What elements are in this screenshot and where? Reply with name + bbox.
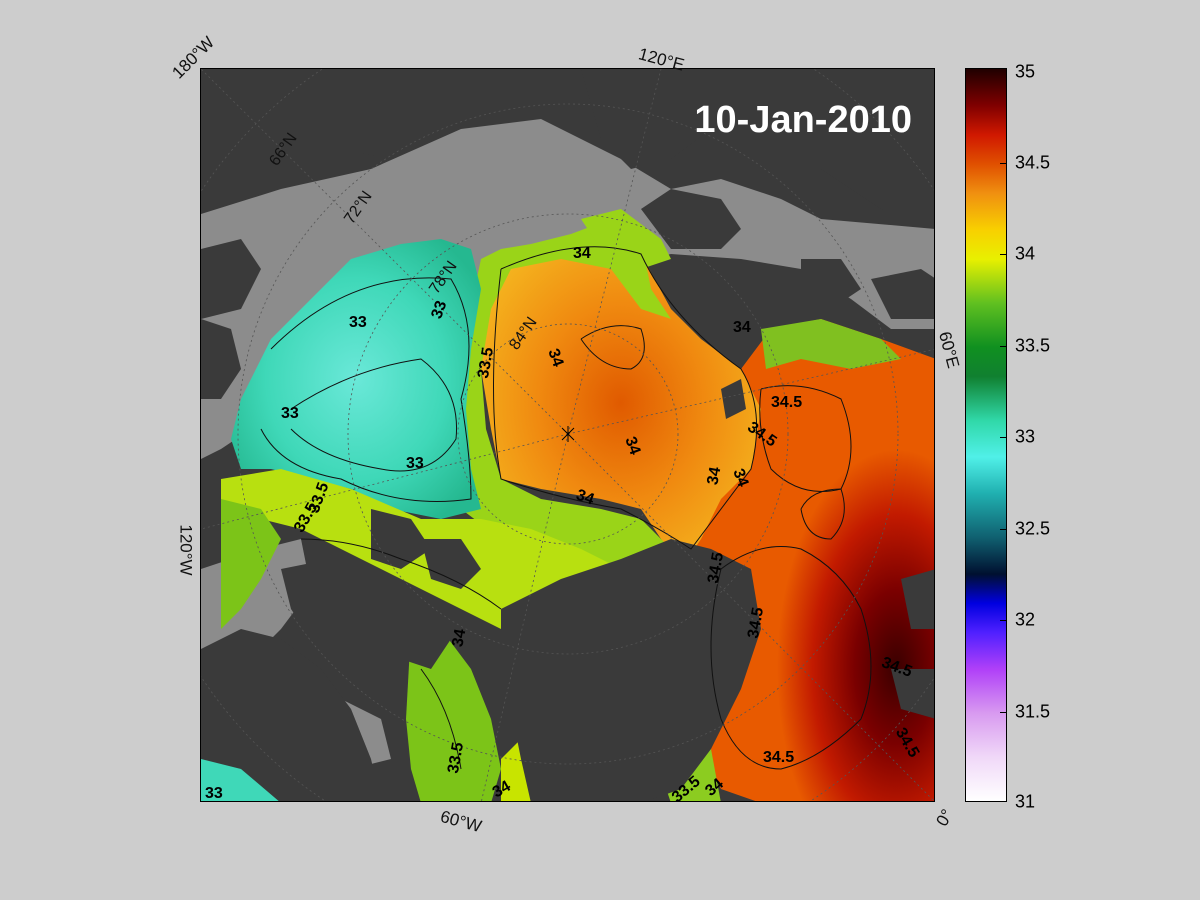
colorbar-tick-label: 35 — [1015, 61, 1036, 82]
contour-lines — [260, 246, 872, 770]
salinity-map: 10-Jan-2010 66°N 72°N 78°N 84°N 34 34 33… — [200, 68, 935, 802]
colorbar — [965, 68, 1007, 802]
contour-label: 33 — [281, 405, 299, 422]
contour-label: 33 — [406, 455, 424, 472]
contour-label: 34 — [733, 319, 751, 336]
colorbar-tick-mark — [1000, 712, 1006, 713]
longitude-label-0: 0° — [932, 805, 957, 830]
contour-label: 34 — [449, 627, 470, 649]
contour-label: 34 — [704, 465, 725, 487]
colorbar-tick-label: 31.5 — [1015, 701, 1051, 722]
date-stamp: 10-Jan-2010 — [694, 99, 912, 141]
contour-label: 34.5 — [763, 749, 795, 766]
colorbar-tick-mark — [1000, 346, 1006, 347]
central-arctic-water — [481, 237, 761, 569]
colorbar-tick-label: 34.5 — [1015, 152, 1051, 173]
beaufort-gyre-water — [231, 239, 481, 519]
longitude-label-60e: 60°E — [935, 329, 963, 371]
contour-label: 34 — [573, 245, 591, 262]
contour-label: 33 — [349, 314, 367, 331]
colorbar-tick-mark — [1000, 254, 1006, 255]
colorbar-tick-label: 31 — [1015, 791, 1036, 812]
colorbar-tick-mark — [1000, 163, 1006, 164]
longitude-label-60w: 60°W — [438, 806, 484, 837]
map-graphic — [201, 69, 934, 801]
colorbar-tick-label: 34 — [1015, 243, 1036, 264]
colorbar-tick-label: 32 — [1015, 609, 1036, 630]
longitude-label-120w: 120°W — [176, 524, 196, 576]
colorbar-tick-label: 33 — [1015, 426, 1036, 447]
contour-label: 33 — [205, 785, 223, 802]
contour-label: 34.5 — [771, 394, 803, 411]
colorbar-tick-mark — [1000, 620, 1006, 621]
colorbar-tick-label: 32.5 — [1015, 518, 1051, 539]
land-masses — [201, 69, 934, 801]
pole-marker — [561, 426, 575, 442]
colorbar-tick-mark — [1000, 529, 1006, 530]
colorbar-gradient — [966, 69, 1006, 801]
colorbar-tick-label: 33.5 — [1015, 335, 1051, 356]
graticule — [201, 69, 934, 801]
colorbar-tick-mark — [1000, 437, 1006, 438]
